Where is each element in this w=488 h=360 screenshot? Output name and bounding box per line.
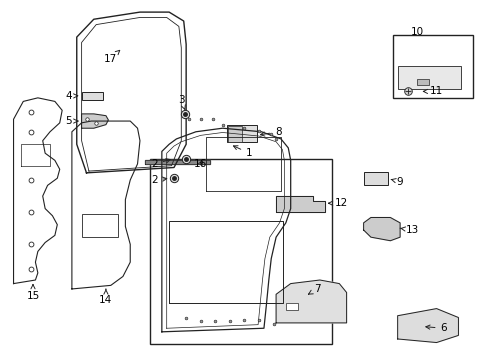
Bar: [149, 158, 331, 344]
Text: 5: 5: [65, 116, 78, 126]
Text: 11: 11: [423, 86, 442, 96]
Text: 16: 16: [194, 159, 207, 169]
Text: 17: 17: [104, 50, 120, 64]
Text: 12: 12: [328, 198, 347, 208]
Polygon shape: [276, 280, 346, 323]
Bar: [363, 172, 387, 185]
Text: 8: 8: [260, 127, 281, 137]
Text: 2: 2: [151, 175, 166, 185]
Bar: [81, 214, 118, 237]
Text: 1: 1: [233, 146, 252, 158]
Text: 15: 15: [26, 285, 40, 301]
Text: 3: 3: [178, 95, 185, 110]
Bar: [81, 92, 103, 100]
Text: 14: 14: [99, 289, 112, 305]
Text: 7: 7: [308, 284, 320, 294]
Bar: [392, 35, 472, 98]
Text: 4: 4: [65, 91, 78, 101]
Text: 13: 13: [399, 225, 418, 235]
Polygon shape: [363, 217, 399, 241]
Polygon shape: [276, 196, 324, 212]
Polygon shape: [144, 160, 210, 164]
Bar: [397, 66, 460, 89]
Bar: [227, 125, 256, 143]
Polygon shape: [397, 309, 458, 342]
Bar: [285, 303, 297, 310]
Text: 2: 2: [151, 159, 170, 169]
Text: 6: 6: [425, 323, 446, 333]
Bar: [416, 79, 428, 85]
Text: 10: 10: [410, 27, 423, 37]
Polygon shape: [81, 114, 108, 128]
Text: 9: 9: [390, 177, 403, 187]
Bar: [228, 126, 242, 142]
